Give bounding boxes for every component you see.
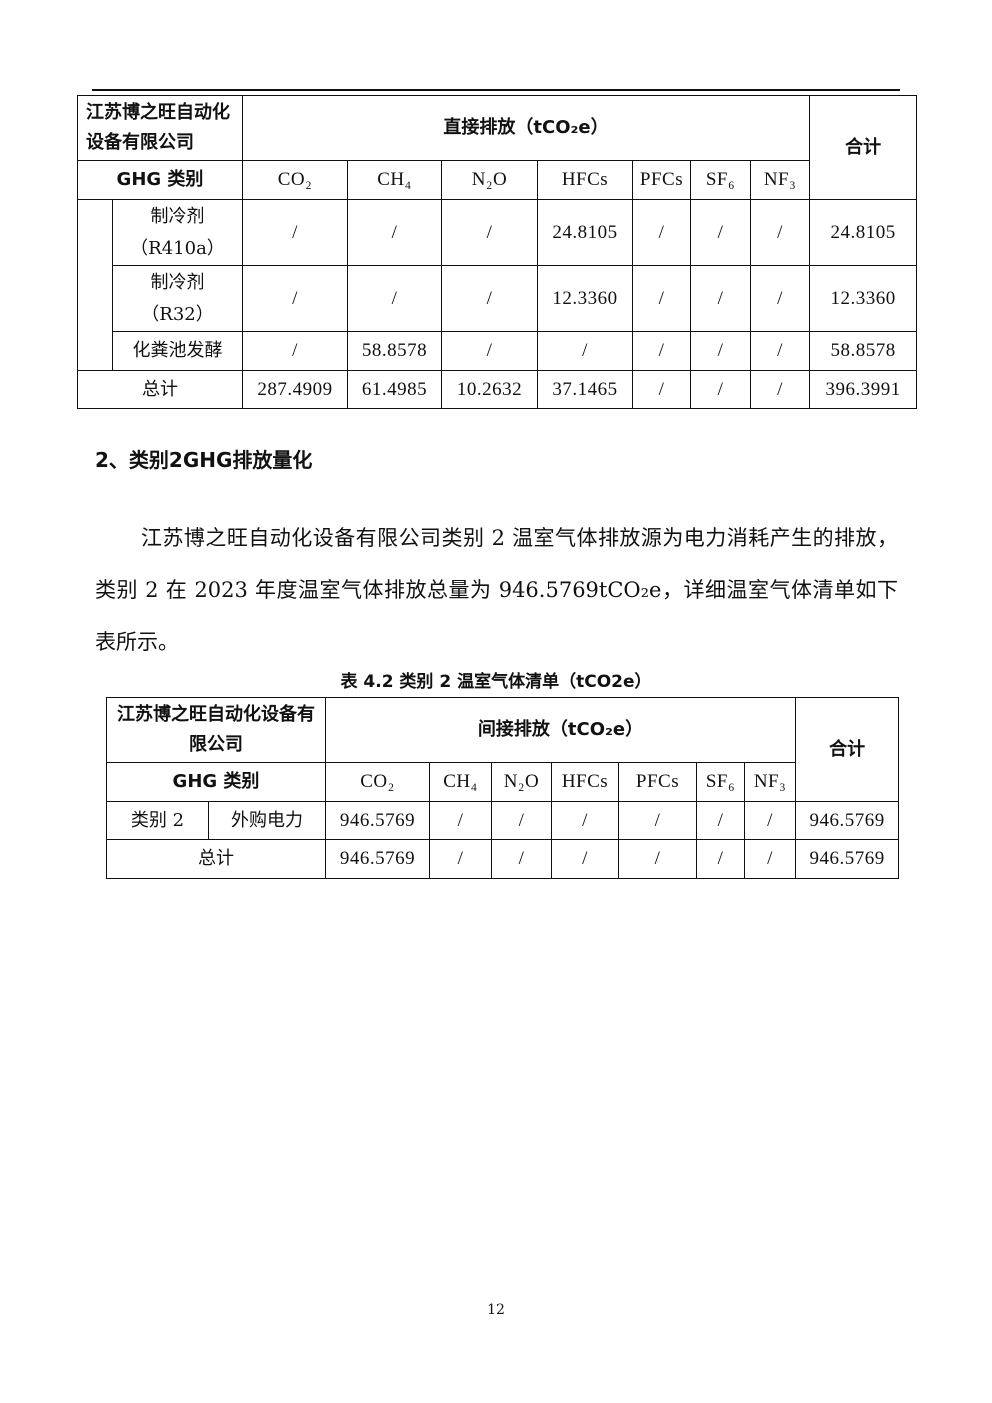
cell: /	[690, 331, 751, 371]
total-header: 合计	[795, 697, 900, 802]
cell: 946.5769	[325, 839, 430, 879]
category-header: GHG 类别	[77, 160, 243, 200]
cell: 12.3360	[537, 265, 633, 332]
body-paragraph: 江苏博之旺自动化设备有限公司类别 2 温室气体排放源为电力消耗产生的排放，类别 …	[95, 526, 898, 654]
cell: /	[242, 199, 348, 266]
section-heading: 2、类别2GHG排放量化	[95, 448, 313, 472]
cell: /	[690, 265, 751, 332]
gas-header: N₂O	[441, 160, 538, 200]
cell: /	[749, 199, 811, 266]
cell: /	[618, 801, 697, 840]
cell: /	[491, 801, 552, 840]
gas-header: CO₂	[242, 160, 348, 200]
row-total: 58.8578	[809, 331, 918, 371]
gas-header: CO₂	[325, 762, 430, 802]
cell: 61.4985	[347, 370, 442, 409]
row-total: 24.8105	[809, 199, 918, 266]
blank-cell	[77, 199, 113, 371]
company-header: 江苏博之旺自动化设备有限公司	[77, 95, 243, 161]
gas-header: PFCs	[618, 762, 697, 802]
cell: /	[618, 839, 697, 879]
cell: /	[632, 265, 691, 332]
cell: /	[551, 839, 619, 879]
table-caption: 表 4.2 类别 2 温室气体清单（tCO2e）	[340, 672, 652, 692]
cell: /	[347, 199, 442, 266]
direct-emissions-table: 江苏博之旺自动化设备有限公司 直接排放（tCO₂e） 合计 GHG 类别 CO₂…	[77, 95, 918, 409]
table-row: 制冷剂（R410a） / / / 24.8105 / / / 24.8105	[77, 199, 918, 371]
sum-row: 总计 287.4909 61.4985 10.2632 37.1465 / / …	[77, 370, 918, 409]
cell: /	[242, 331, 348, 371]
cell: /	[441, 265, 538, 332]
row-total: 12.3360	[809, 265, 918, 332]
cell: 37.1465	[537, 370, 633, 409]
company-header: 江苏博之旺自动化设备有限公司	[106, 697, 326, 763]
gas-header: NF₃	[749, 160, 811, 200]
gas-header: NF₃	[743, 762, 797, 802]
gas-header: HFCs	[537, 160, 633, 200]
cell: /	[441, 199, 538, 266]
gas-header: CH₄	[429, 762, 492, 802]
cell: /	[347, 265, 442, 332]
sum-row: 总计 946.5769 / / / / / / 946.5769	[106, 839, 900, 879]
cell: /	[632, 370, 691, 409]
sum-label: 总计	[77, 370, 243, 409]
cell: /	[491, 839, 552, 879]
cell: /	[749, 265, 811, 332]
row-label: 制冷剂（R410a）	[112, 199, 243, 266]
gas-header: N₂O	[491, 762, 552, 802]
total-header: 合计	[809, 95, 918, 200]
cell: /	[551, 801, 619, 840]
gas-header: SF₆	[690, 160, 751, 200]
row-label: 制冷剂（R32）	[112, 265, 243, 332]
row-total: 946.5769	[795, 801, 900, 840]
cell: /	[429, 801, 492, 840]
gas-header: CH₄	[347, 160, 442, 200]
cell: /	[743, 801, 797, 840]
gas-header: SF₆	[696, 762, 745, 802]
cell: 58.8578	[347, 331, 442, 371]
header-rule	[92, 89, 900, 91]
cell: /	[749, 331, 811, 371]
cell: 10.2632	[441, 370, 538, 409]
group-header: 直接排放（tCO₂e）	[241, 95, 811, 161]
cell: /	[537, 331, 633, 371]
table-row: 类别 2 外购电力 946.5769 / / / / / / 946.5769	[106, 801, 900, 840]
table-row: 化粪池发酵 / 58.8578 / / / / / 58.8578	[78, 331, 918, 371]
cell: /	[690, 199, 751, 266]
cell: /	[632, 199, 691, 266]
gas-header: PFCs	[632, 160, 691, 200]
cell: 287.4909	[242, 370, 348, 409]
row-label: 外购电力	[208, 801, 326, 840]
gas-header: HFCs	[551, 762, 619, 802]
grand-total: 946.5769	[795, 839, 900, 879]
group-header: 间接排放（tCO₂e）	[324, 697, 797, 763]
cell: /	[743, 839, 797, 879]
sum-label: 总计	[106, 839, 326, 879]
page-number: 12	[487, 1302, 505, 1318]
cell: /	[696, 801, 745, 840]
category-header: GHG 类别	[106, 762, 326, 802]
cell: /	[429, 839, 492, 879]
row-label: 化粪池发酵	[112, 331, 243, 371]
cell: /	[441, 331, 538, 371]
cell: /	[696, 839, 745, 879]
category-cell: 类别 2	[106, 801, 209, 840]
grand-total: 396.3991	[809, 370, 918, 409]
indirect-emissions-table: 江苏博之旺自动化设备有限公司 间接排放（tCO₂e） 合计 GHG 类别 CO₂…	[106, 697, 900, 879]
cell: /	[242, 265, 348, 332]
cell: /	[749, 370, 811, 409]
cell: 946.5769	[325, 801, 430, 840]
cell: /	[690, 370, 751, 409]
cell: 24.8105	[537, 199, 633, 266]
cell: /	[632, 331, 691, 371]
table-row: 制冷剂（R32） / / / 12.3360 / / / 12.3360	[78, 265, 918, 332]
